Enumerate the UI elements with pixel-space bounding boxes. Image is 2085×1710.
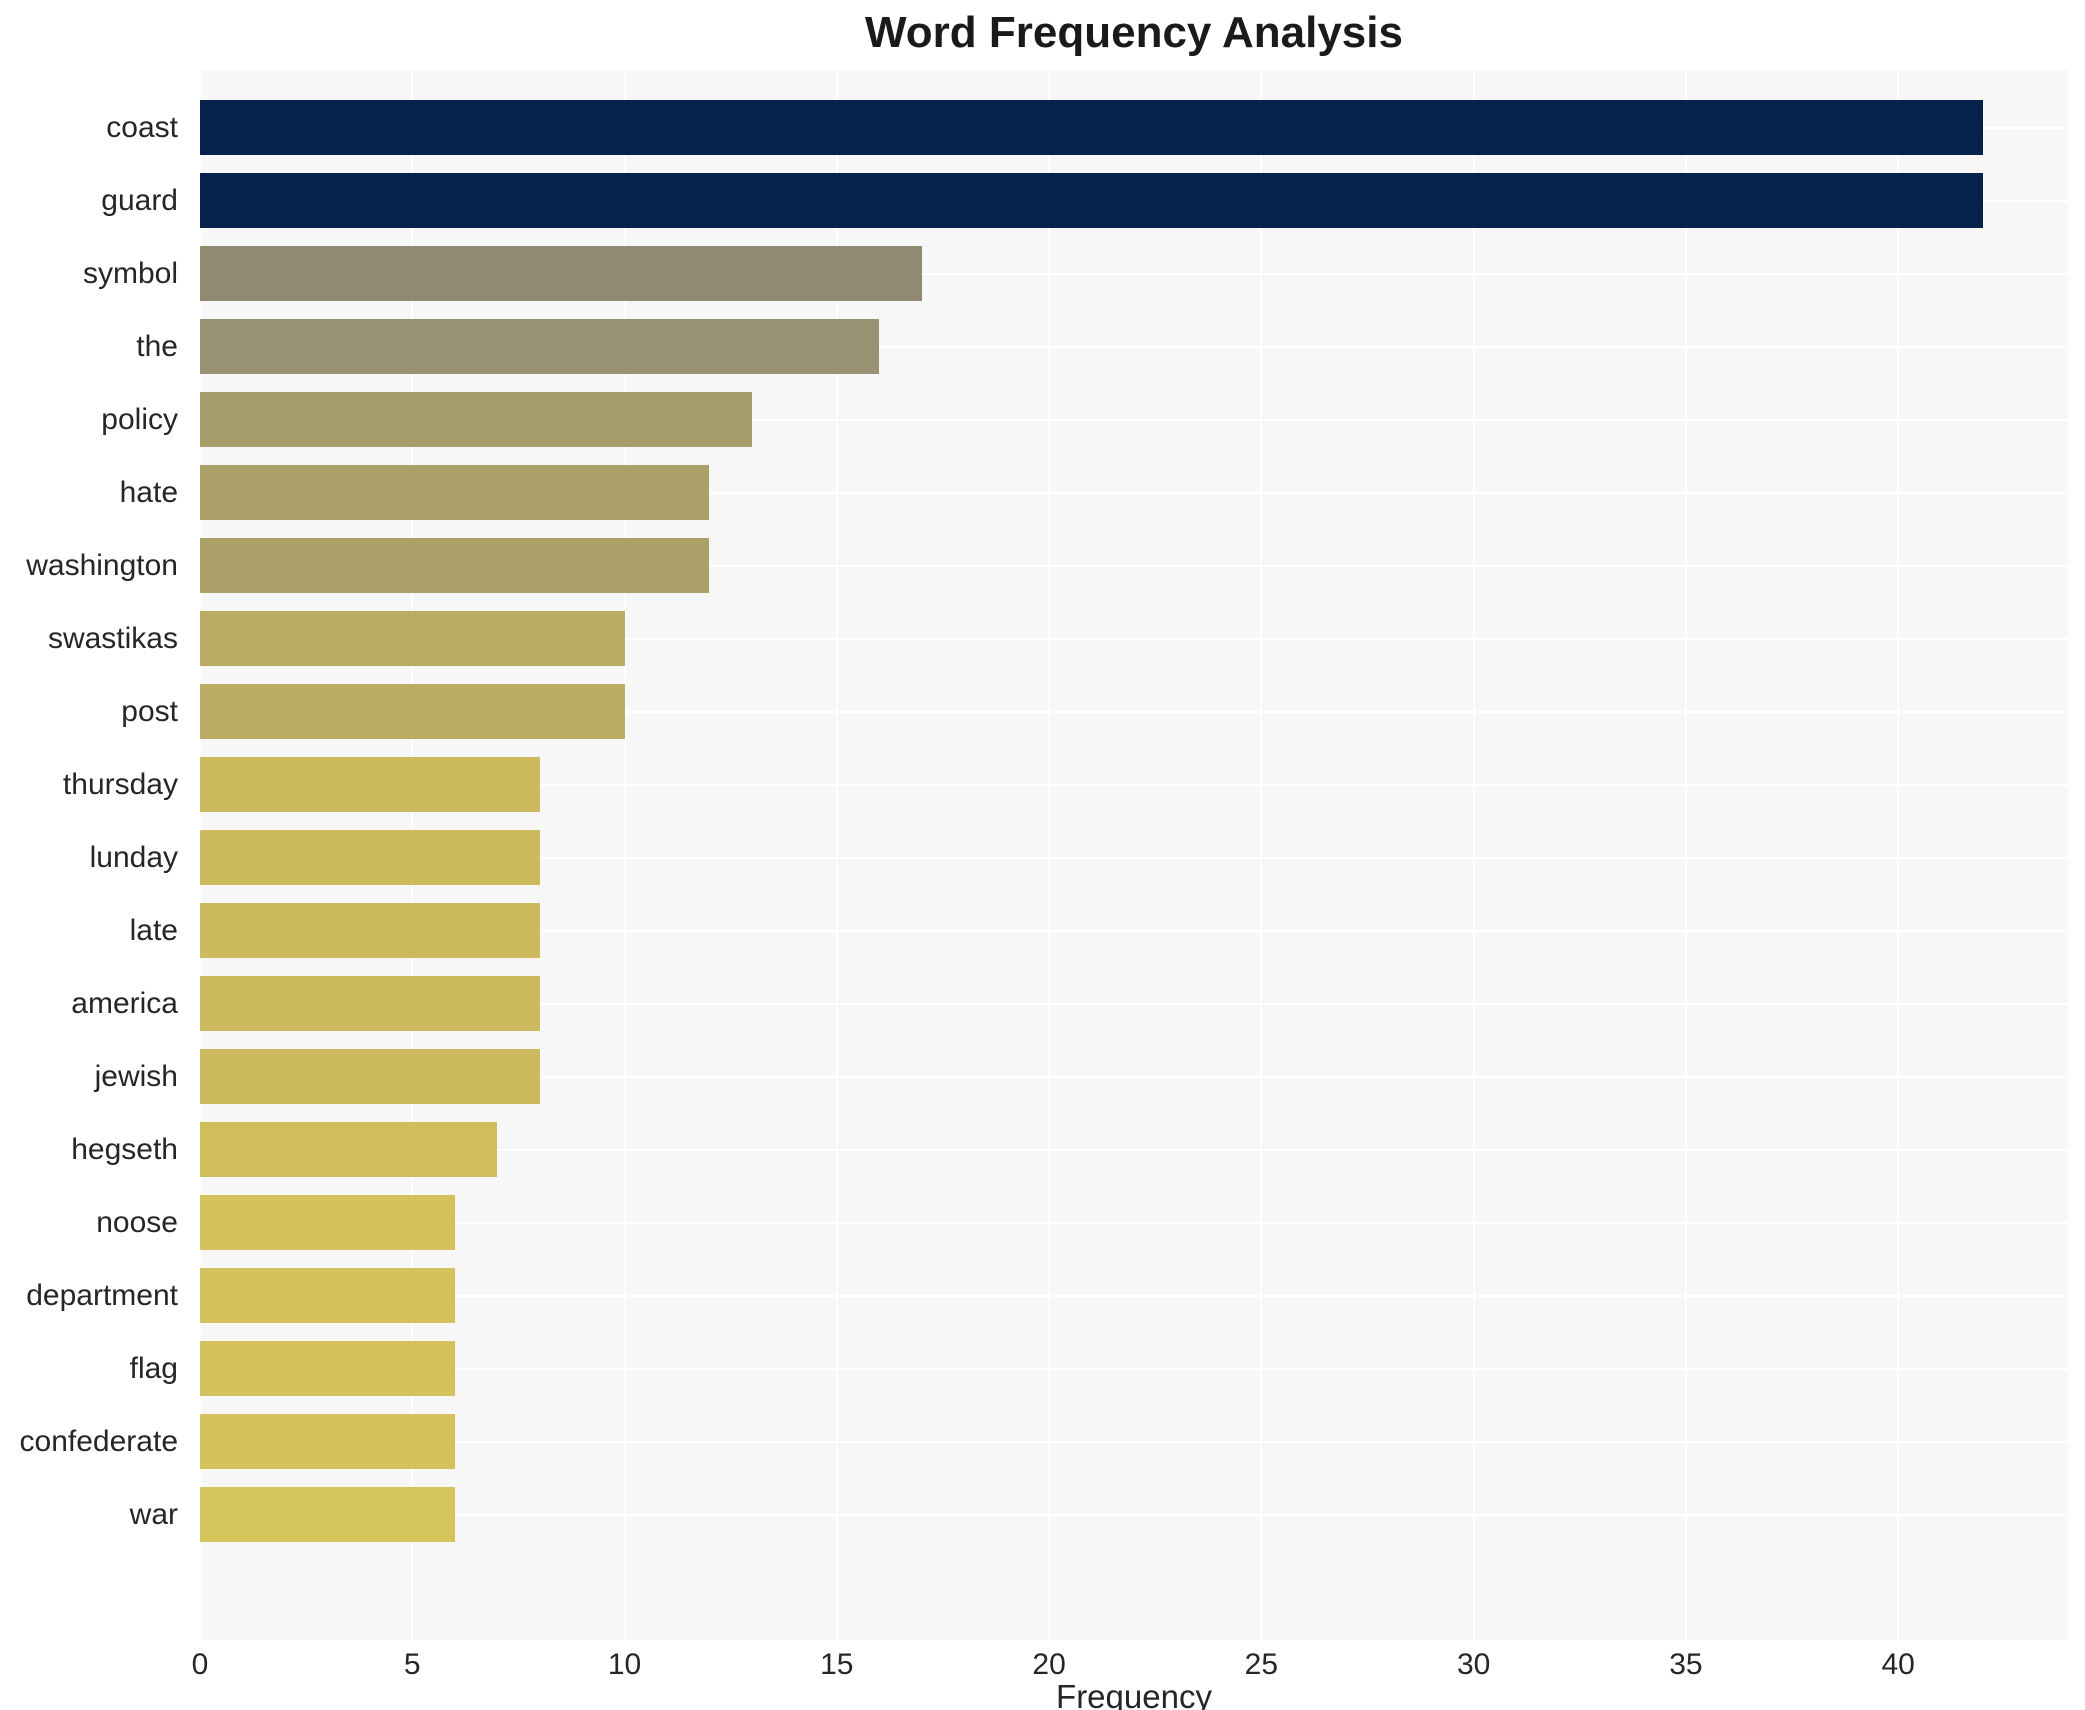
bar-america xyxy=(200,976,540,1031)
x-tick-label-25: 25 xyxy=(1244,1648,1279,1681)
y-tick-label-hate: hate xyxy=(119,476,178,509)
horizontal-gridline xyxy=(200,1002,2068,1005)
horizontal-gridline xyxy=(200,1148,2068,1151)
horizontal-gridline xyxy=(200,1440,2068,1443)
horizontal-gridline xyxy=(200,1221,2068,1224)
y-tick-label-swastikas: swastikas xyxy=(47,622,178,655)
bar-coast xyxy=(200,100,1984,155)
y-tick-label-symbol: symbol xyxy=(82,257,178,290)
bar-hate xyxy=(200,465,710,520)
bar-noose xyxy=(200,1195,455,1250)
y-tick-label-post: post xyxy=(121,695,178,728)
vertical-gridline xyxy=(623,70,626,1640)
y-tick-label-america: america xyxy=(71,987,178,1020)
bar-swastikas xyxy=(200,611,625,666)
x-tick-label-10: 10 xyxy=(607,1648,642,1681)
bar-confederate xyxy=(200,1414,455,1469)
x-tick-label-35: 35 xyxy=(1669,1648,1703,1681)
horizontal-gridline xyxy=(200,1294,2068,1297)
horizontal-gridline xyxy=(200,1075,2068,1078)
x-tick-label-15: 15 xyxy=(820,1648,854,1681)
bar-symbol xyxy=(200,246,922,301)
bar-jewish xyxy=(200,1049,540,1104)
y-tick-label-war: war xyxy=(129,1498,178,1531)
bar-policy xyxy=(200,392,752,447)
horizontal-gridline xyxy=(200,564,2068,567)
y-tick-label-jewish: jewish xyxy=(94,1060,178,1093)
chart-title: Word Frequency Analysis xyxy=(865,8,1403,57)
horizontal-gridline xyxy=(200,491,2068,494)
bar-war xyxy=(200,1487,455,1542)
bar-hegseth xyxy=(200,1122,498,1177)
horizontal-gridline xyxy=(200,345,2068,348)
y-tick-label-confederate: confederate xyxy=(19,1425,178,1458)
y-axis-labels: coast guard symbol the policy hate washington s… xyxy=(0,70,188,1640)
x-tick-label-30: 30 xyxy=(1456,1648,1491,1681)
x-axis: 0 5 10 15 20 25 30 35 40 xyxy=(0,1648,2085,1688)
vertical-gridline xyxy=(1260,70,1263,1640)
y-tick-label-flag: flag xyxy=(129,1352,178,1385)
y-tick-label-hegseth: hegseth xyxy=(71,1133,178,1166)
horizontal-gridline xyxy=(200,710,2068,713)
x-axis-title: Frequency xyxy=(1056,1678,1212,1710)
y-tick-label-thursday: thursday xyxy=(62,768,178,801)
y-tick-label-coast: coast xyxy=(106,111,178,144)
vertical-gridline xyxy=(1472,70,1475,1640)
y-tick-label-department: department xyxy=(26,1279,178,1312)
horizontal-gridline xyxy=(200,856,2068,859)
y-tick-label-noose: noose xyxy=(96,1206,178,1239)
bar-washington xyxy=(200,538,710,593)
horizontal-gridline xyxy=(200,272,2068,275)
vertical-gridline xyxy=(1684,70,1687,1640)
horizontal-gridline xyxy=(200,929,2068,932)
bar-thursday xyxy=(200,757,540,812)
bar-lunday xyxy=(200,830,540,885)
horizontal-gridline xyxy=(200,637,2068,640)
horizontal-gridline xyxy=(200,783,2068,786)
bar-the xyxy=(200,319,880,374)
y-tick-label-washington: washington xyxy=(26,549,178,582)
x-tick-label-40: 40 xyxy=(1881,1648,1915,1681)
vertical-gridline xyxy=(1897,70,1900,1640)
bar-late xyxy=(200,903,540,958)
y-tick-label-lunday: lunday xyxy=(89,841,178,874)
x-tick-label-20: 20 xyxy=(1032,1648,1066,1681)
bar-guard xyxy=(200,173,1984,228)
bar-department xyxy=(200,1268,455,1323)
y-tick-label-late: late xyxy=(129,914,178,947)
vertical-gridline xyxy=(835,70,838,1640)
vertical-gridline xyxy=(1048,70,1051,1640)
bar-post xyxy=(200,684,625,739)
y-tick-label-the: the xyxy=(136,330,178,363)
bar-flag xyxy=(200,1341,455,1396)
plot-area xyxy=(199,70,2068,1640)
horizontal-gridline xyxy=(200,418,2068,421)
x-tick-label-5: 5 xyxy=(403,1648,421,1681)
horizontal-gridline xyxy=(200,1367,2068,1370)
y-tick-label-policy: policy xyxy=(101,403,178,436)
horizontal-gridline xyxy=(200,1513,2068,1516)
x-tick-label-0: 0 xyxy=(191,1648,209,1681)
y-tick-label-guard: guard xyxy=(101,184,178,217)
